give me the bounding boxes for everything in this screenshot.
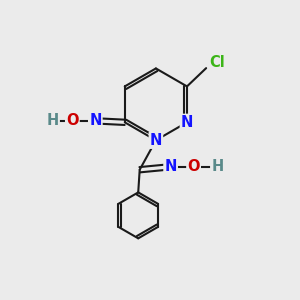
Text: N: N bbox=[150, 133, 162, 148]
Text: Cl: Cl bbox=[210, 55, 225, 70]
Text: N: N bbox=[181, 115, 193, 130]
Text: O: O bbox=[187, 159, 200, 174]
Text: N: N bbox=[164, 159, 177, 174]
Text: H: H bbox=[46, 113, 59, 128]
Text: N: N bbox=[89, 113, 101, 128]
Text: O: O bbox=[66, 113, 79, 128]
Text: H: H bbox=[211, 159, 224, 174]
